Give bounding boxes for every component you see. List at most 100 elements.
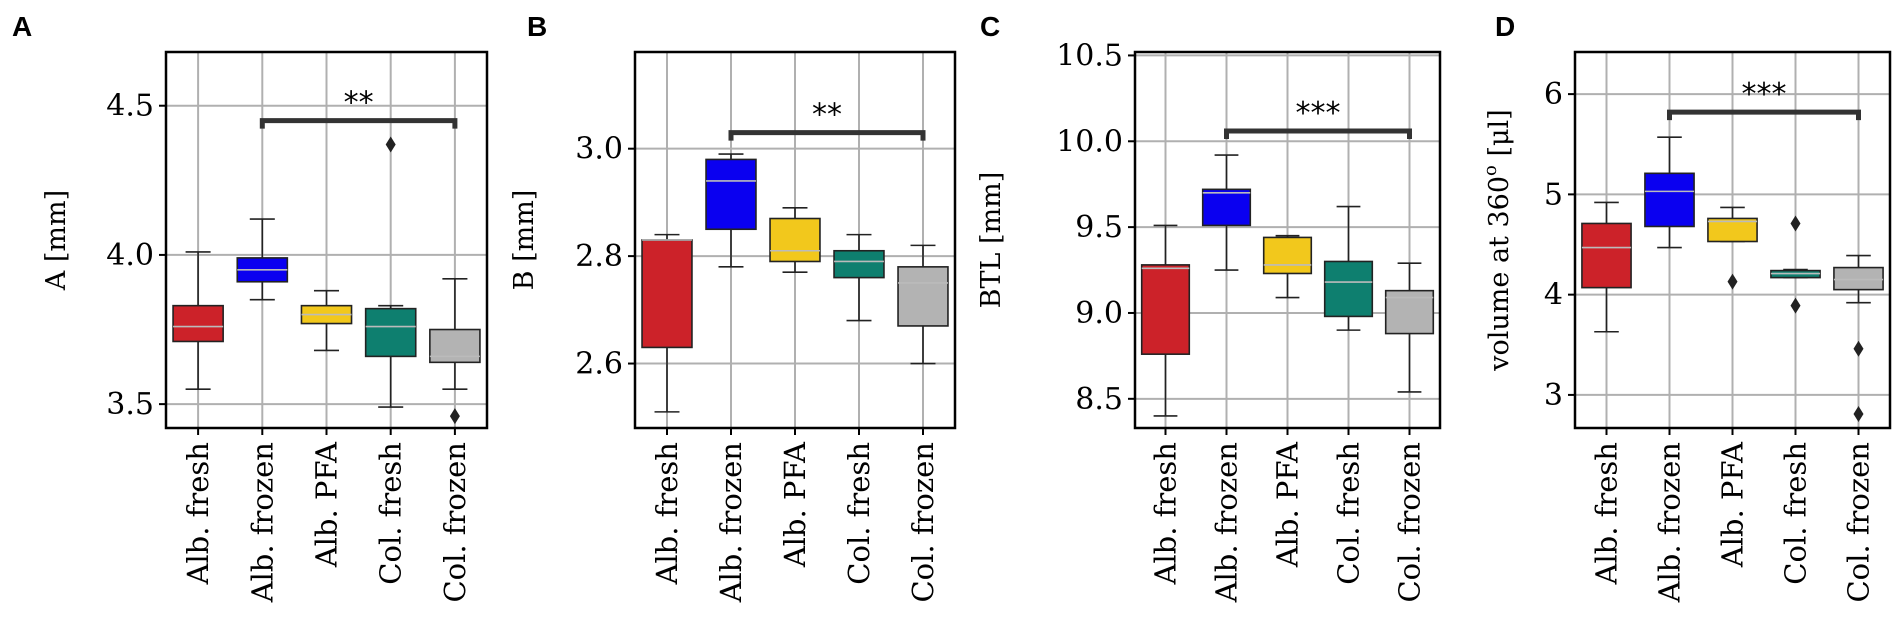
y-tick-label: 3 xyxy=(1544,378,1563,413)
box-iqr xyxy=(641,239,693,349)
y-tick-label: 5 xyxy=(1544,177,1563,212)
x-category-label: Alb. PFA xyxy=(1716,441,1750,568)
x-category-label: Col. fresh xyxy=(842,442,876,585)
x-category-label: Alb. PFA xyxy=(1271,441,1305,568)
box-iqr xyxy=(1581,222,1632,289)
outlier-marker xyxy=(1727,273,1738,290)
significance-label: *** xyxy=(1742,77,1787,112)
box-c-4 xyxy=(1323,205,1374,331)
y-axis-label-unit: [μl] xyxy=(1484,109,1515,165)
y-axis-label: B [mm] xyxy=(509,190,540,291)
x-category-label: Alb. frozen xyxy=(1210,442,1244,603)
box-a-4 xyxy=(364,136,417,408)
panel-letter: A xyxy=(12,11,32,42)
y-tick-label: 10.5 xyxy=(1056,38,1123,73)
x-category-label: Alb. fresh xyxy=(650,442,684,586)
y-tick-label: 2.8 xyxy=(575,239,623,274)
box-c-5 xyxy=(1384,262,1435,393)
box-d-1 xyxy=(1581,201,1632,333)
outlier-marker xyxy=(1790,215,1801,232)
x-category-label: Col. fresh xyxy=(1332,442,1366,585)
y-axis-label: BTL [mm] xyxy=(976,172,1007,309)
box-b-2 xyxy=(705,153,757,268)
box-d-5 xyxy=(1833,254,1884,422)
box-iqr xyxy=(1201,188,1252,227)
box-iqr xyxy=(1833,266,1884,291)
y-tick-label: 6 xyxy=(1544,77,1563,112)
panel-d: *** 3 4 5 6 Alb. fresh Alb. frozen Alb. PFA Col.… xyxy=(1480,11,1892,603)
panel-c: *** 8.5 9.0 9.5 10.0 10.5 Alb. fresh Alb. froze… xyxy=(976,11,1442,603)
panel-b: ** 2.6 2.8 3.0 Alb. fresh Alb. frozen Alb. PFA… xyxy=(509,11,957,603)
box-a-1 xyxy=(172,251,224,391)
panel-letter: C xyxy=(980,11,1000,42)
box-iqr xyxy=(1644,172,1695,228)
outlier-marker xyxy=(1853,405,1864,422)
box-iqr xyxy=(172,304,224,343)
x-category-label: Alb. fresh xyxy=(1149,442,1183,586)
x-category-label: Col. frozen xyxy=(1393,442,1427,603)
panel-a: ** 3.5 4.0 4.5 Alb. fresh Alb. frozen Alb. PFA… xyxy=(12,11,489,603)
y-axis-label: A [mm] xyxy=(41,190,72,291)
box-iqr xyxy=(1323,260,1374,318)
box-a-2 xyxy=(236,218,289,301)
box-iqr xyxy=(1262,236,1313,275)
panel-letter: B xyxy=(527,11,547,42)
box-iqr xyxy=(769,217,821,263)
y-tick-label: 9.5 xyxy=(1075,210,1123,245)
box-b-1 xyxy=(641,233,693,413)
y-axis-label-text: volume at 360 xyxy=(1484,176,1515,372)
box-b-5 xyxy=(897,244,949,365)
x-category-label: Col. frozen xyxy=(906,442,940,603)
x-category-label: Alb. frozen xyxy=(245,442,279,603)
significance-bracket xyxy=(1667,109,1861,121)
box-c-2 xyxy=(1201,154,1252,271)
x-category-label: Col. fresh xyxy=(1779,442,1813,585)
outlier-marker xyxy=(449,408,460,425)
significance-bracket xyxy=(728,130,926,141)
y-axis-label: volume at 360o [μl] xyxy=(1480,109,1515,371)
y-tick-label: 8.5 xyxy=(1075,382,1123,417)
significance-bracket xyxy=(259,118,458,129)
box-iqr xyxy=(897,266,949,327)
box-a-3 xyxy=(300,289,353,352)
box-d-2 xyxy=(1644,136,1695,249)
box-c-3 xyxy=(1262,234,1313,299)
y-tick-label: 2.6 xyxy=(575,347,623,382)
y-axis-label-superscript: o xyxy=(1480,165,1501,176)
box-iqr xyxy=(429,328,481,364)
box-b-3 xyxy=(769,206,821,274)
y-tick-label: 3.5 xyxy=(106,387,154,422)
outlier-marker xyxy=(385,136,396,153)
x-category-label: Alb. frozen xyxy=(714,442,748,603)
y-tick-label: 3.0 xyxy=(575,132,623,167)
significance-label: ** xyxy=(344,86,374,121)
x-category-label: Col. fresh xyxy=(374,442,408,585)
box-iqr xyxy=(364,307,417,358)
x-category-label: Col. frozen xyxy=(438,442,472,603)
x-category-label: Col. frozen xyxy=(1842,442,1876,603)
significance-label: *** xyxy=(1296,96,1341,131)
box-iqr xyxy=(1707,217,1758,243)
box-b-4 xyxy=(833,233,885,322)
box-c-1 xyxy=(1140,224,1191,417)
y-tick-label: 4.5 xyxy=(106,89,154,124)
box-iqr xyxy=(705,158,757,231)
outlier-marker xyxy=(1790,297,1801,314)
x-category-label: Alb. frozen xyxy=(1653,442,1687,603)
x-category-label: Alb. PFA xyxy=(778,441,812,568)
box-a-5 xyxy=(429,277,481,425)
significance-bracket xyxy=(1224,128,1412,139)
box-d-4 xyxy=(1770,215,1821,314)
y-tick-label: 9.0 xyxy=(1075,296,1123,331)
box-iqr xyxy=(1140,264,1191,355)
outlier-marker xyxy=(1853,340,1864,357)
y-tick-label: 4.0 xyxy=(106,238,154,273)
significance-label: ** xyxy=(812,98,842,133)
x-category-label: Alb. fresh xyxy=(1590,442,1624,586)
y-tick-label: 4 xyxy=(1544,278,1563,313)
box-iqr xyxy=(833,249,885,279)
x-category-label: Alb. PFA xyxy=(310,441,344,568)
x-category-label: Alb. fresh xyxy=(181,442,215,586)
y-tick-label: 10.0 xyxy=(1056,124,1123,159)
